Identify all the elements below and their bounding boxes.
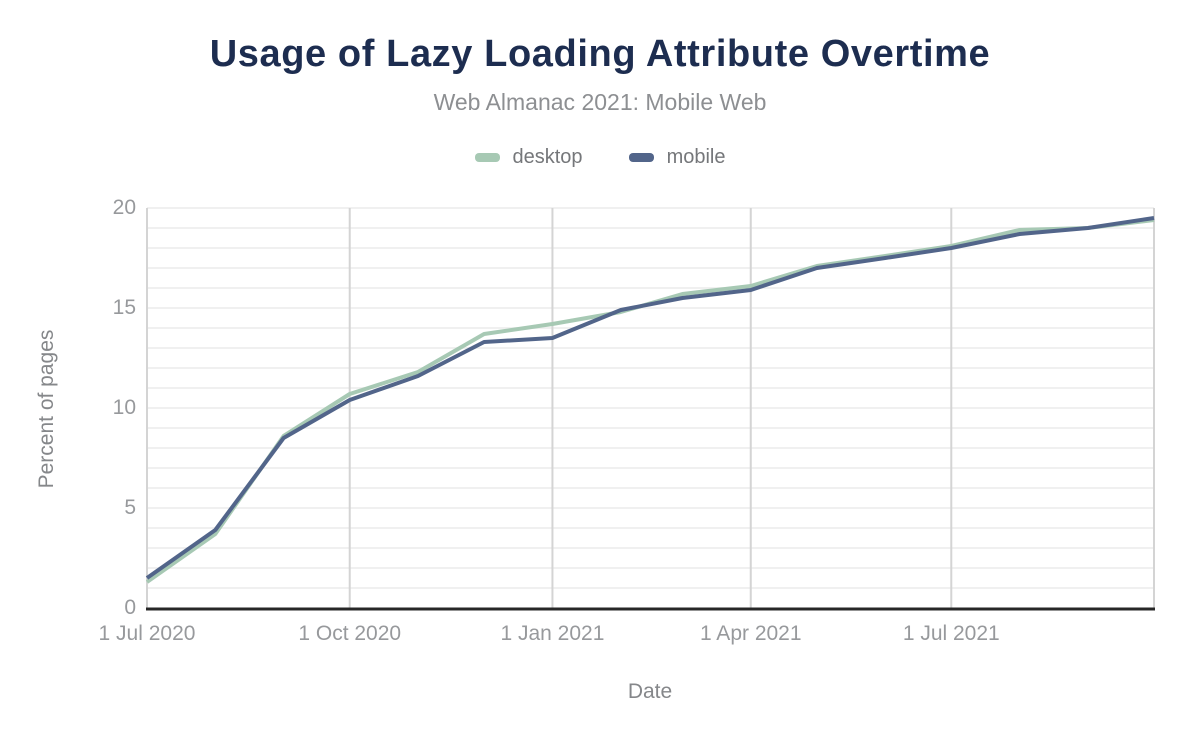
y-tick-label: 10 [113, 396, 136, 419]
legend: desktop mobile [0, 146, 1200, 169]
x-tick-label: 1 Apr 2021 [700, 622, 802, 645]
legend-item-mobile: mobile [628, 146, 726, 169]
x-tick-label: 1 Oct 2020 [298, 622, 401, 645]
y-tick-label: 15 [113, 296, 136, 319]
x-tick-label: 1 Jul 2020 [99, 622, 196, 645]
x-axis-title: Date [627, 680, 673, 703]
desktop-swatch [474, 153, 500, 162]
y-tick-label: 0 [124, 596, 136, 619]
chart-title: Usage of Lazy Loading Attribute Overtime [209, 33, 991, 75]
y-axis-title: Percent of pages [35, 329, 58, 489]
mobile-line [145, 216, 1155, 580]
legend-item-desktop: desktop [474, 146, 583, 169]
x-tick-label: 1 Jan 2021 [500, 622, 604, 645]
chart-subtitle: Web Almanac 2021: Mobile Web [433, 89, 767, 115]
mobile-swatch [628, 153, 654, 162]
legend-label-mobile: mobile [666, 146, 726, 168]
x-tick-label: 1 Jul 2021 [903, 622, 1000, 645]
y-tick-label: 5 [124, 496, 136, 519]
legend-label-desktop: desktop [512, 146, 583, 168]
y-tick-label: 20 [113, 196, 136, 219]
